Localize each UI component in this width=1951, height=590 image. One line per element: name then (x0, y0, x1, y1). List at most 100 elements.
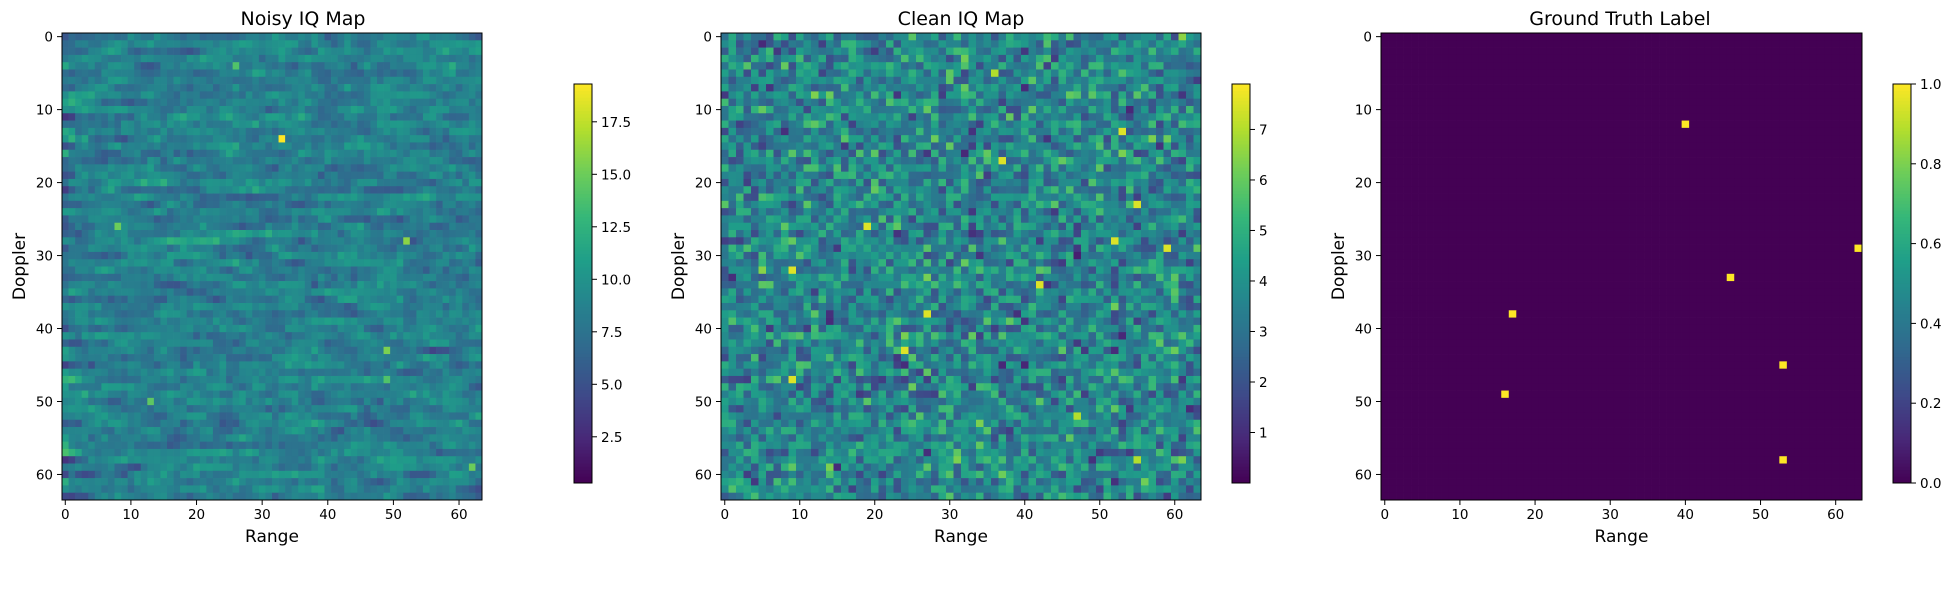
heatmap-cell (304, 186, 312, 194)
heatmap-cell (449, 434, 457, 442)
heatmap-cell (317, 368, 325, 377)
heatmap-cell (311, 200, 319, 209)
heatmap-cell (1088, 98, 1097, 107)
heatmap-cell (212, 193, 220, 202)
heatmap-cell (357, 178, 365, 187)
heatmap-cell (298, 302, 306, 311)
heatmap-cell (107, 215, 115, 224)
heatmap-cell (199, 54, 207, 63)
heatmap-cell (232, 463, 240, 472)
heatmap-cell (68, 441, 76, 450)
heatmap-cell (409, 405, 417, 413)
heatmap-cell (186, 390, 194, 399)
heatmap-cell (298, 368, 306, 377)
heatmap-cell (331, 485, 338, 494)
heatmap-cell (350, 441, 358, 450)
heatmap-cell (337, 208, 345, 216)
heatmap-cell (140, 383, 148, 391)
heatmap-cell (1178, 76, 1187, 85)
heatmap-cell (245, 427, 253, 435)
heatmap-cell (429, 405, 437, 413)
heatmap-cell (938, 98, 947, 107)
heatmap-cell (278, 317, 286, 326)
heatmap-cell (818, 62, 827, 70)
colorbar-segment (574, 313, 592, 318)
heatmap-cell (134, 251, 142, 260)
heatmap-cell (160, 485, 168, 494)
heatmap-cell (252, 157, 260, 165)
heatmap-cell (186, 492, 194, 501)
heatmap-cell (304, 244, 312, 253)
heatmap-cell (239, 295, 247, 304)
heatmap-cell (206, 339, 214, 348)
heatmap-cell (396, 375, 404, 384)
heatmap-cell (976, 54, 984, 63)
heatmap-cell (265, 193, 273, 202)
heatmap-cell (409, 164, 417, 172)
heatmap-cell (153, 324, 161, 333)
heatmap-cell (199, 62, 207, 70)
heatmap-cell (219, 339, 227, 348)
heatmap-cell (976, 84, 984, 92)
heatmap-cell (377, 40, 384, 48)
heatmap-cell (1126, 69, 1134, 78)
heatmap-cell (468, 178, 476, 187)
heatmap-cell (357, 33, 365, 41)
heatmap-cell (1028, 84, 1037, 92)
heatmap-cell (781, 54, 789, 63)
heatmap-cell (173, 171, 181, 180)
heatmap-cell (199, 463, 207, 472)
heatmap-cell (298, 259, 306, 267)
heatmap-cell (101, 113, 109, 121)
heatmap-cell (403, 40, 411, 48)
heatmap-cell (88, 441, 96, 450)
heatmap-cell (311, 434, 319, 442)
heatmap-cell (976, 105, 984, 114)
heatmap-cell (147, 193, 155, 202)
heatmap-cell (403, 135, 411, 143)
heatmap-cell (160, 273, 168, 282)
heatmap-cell (206, 412, 214, 421)
heatmap-cell (357, 441, 365, 450)
heatmap-cell (272, 76, 279, 85)
heatmap-cell (62, 478, 69, 486)
heatmap-cell (442, 339, 450, 348)
heatmap-cell (101, 186, 109, 194)
heatmap-cell (212, 492, 220, 501)
heatmap-cell (81, 84, 89, 92)
heatmap-cell (88, 208, 96, 216)
heatmap-cell (1133, 98, 1142, 107)
heatmap-cell (258, 33, 266, 41)
heatmap-cell (173, 54, 181, 63)
heatmap-cell (324, 456, 332, 464)
heatmap-cell (396, 237, 404, 245)
heatmap-cell (88, 405, 96, 413)
heatmap-cell (422, 346, 430, 355)
heatmap-cell (219, 317, 227, 326)
heatmap-cell (1118, 54, 1127, 63)
heatmap-cell (134, 157, 142, 165)
heatmap-cell (160, 157, 168, 165)
heatmap-cell (285, 186, 293, 194)
heatmap-cell (285, 375, 293, 384)
heatmap-cell (331, 405, 338, 413)
heatmap-cell (199, 273, 207, 282)
heatmap-cell (114, 33, 122, 41)
heatmap-cell (226, 157, 233, 165)
heatmap-cell (206, 463, 214, 472)
heatmap-cell (311, 470, 319, 479)
heatmap-cell (1178, 69, 1187, 78)
heatmap-cell (114, 478, 122, 486)
heatmap-cell (856, 113, 864, 121)
heatmap-cell (773, 33, 782, 41)
colorbar-segment (574, 246, 592, 251)
heatmap-cell (841, 47, 849, 56)
heatmap-cell (337, 441, 345, 450)
heatmap-cell (455, 105, 463, 114)
heatmap-cell (383, 441, 391, 450)
heatmap-cell (153, 120, 161, 129)
heatmap-cell (475, 317, 483, 326)
heatmap-cell (291, 142, 299, 151)
heatmap-cell (114, 171, 122, 180)
heatmap-cell (370, 288, 378, 297)
